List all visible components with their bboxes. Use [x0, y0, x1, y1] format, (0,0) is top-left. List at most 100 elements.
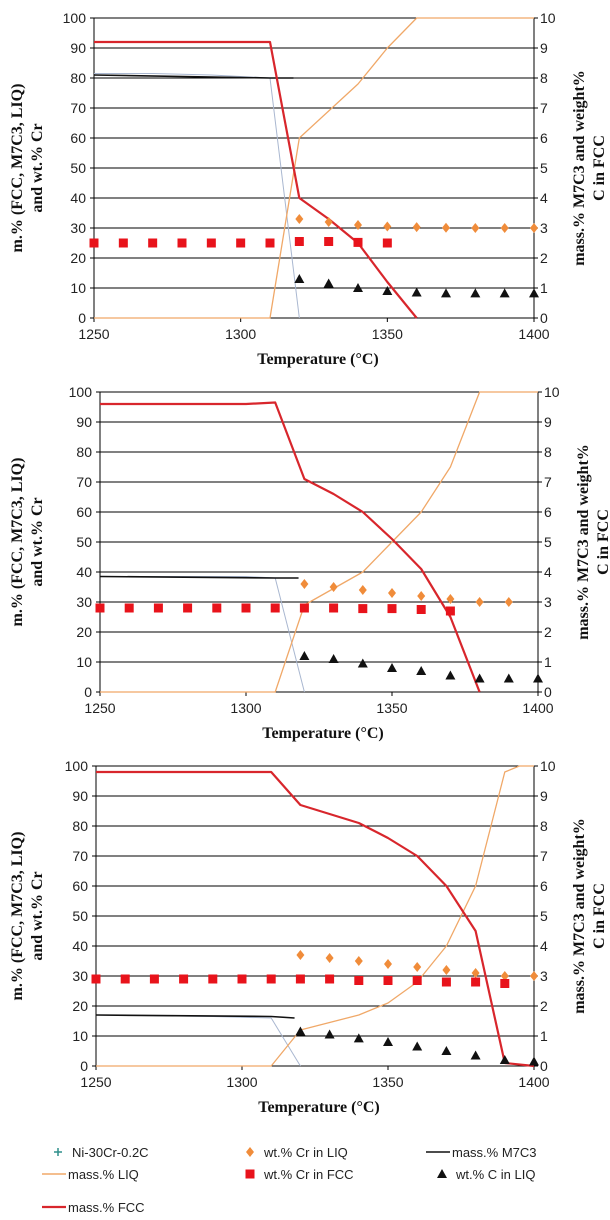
x-tick-label: 1350 — [372, 326, 403, 342]
y-tick-label: 20 — [72, 998, 88, 1014]
y2-tick-label: 2 — [540, 998, 548, 1014]
y-tick-label: 10 — [76, 654, 92, 670]
y-tick-label: 100 — [69, 384, 93, 400]
x-tick-label: 1300 — [226, 1074, 257, 1090]
data-point — [183, 603, 193, 613]
y2-axis-label-line: C in FCC — [591, 135, 608, 201]
data-point — [148, 238, 158, 248]
data-point — [212, 603, 222, 613]
y2-tick-label: 0 — [540, 310, 548, 326]
data-point — [530, 971, 538, 981]
data-point — [500, 223, 509, 233]
data-point — [441, 977, 451, 987]
legend: Ni-30Cr-0.2C wt.% Cr in LIQ mass.% M7C3 mas… — [42, 1145, 537, 1215]
data-point — [299, 651, 310, 660]
legend-label: wt.% C in LIQ — [455, 1167, 535, 1182]
legend-item: mass.% LIQ — [42, 1167, 139, 1182]
series-line — [95, 1014, 295, 1019]
x-axis-label: Temperature (°C) — [262, 725, 383, 742]
data-point — [118, 238, 128, 248]
data-point — [324, 237, 334, 246]
y2-tick-label: 8 — [540, 70, 548, 86]
data-point — [499, 1055, 510, 1064]
y2-tick-label: 1 — [540, 280, 548, 296]
y-axis-label-line: and wt.% Cr — [29, 123, 46, 212]
y-tick-label: 80 — [72, 818, 88, 834]
legend-item: mass.% M7C3 — [426, 1145, 537, 1160]
x-tick-label: 1300 — [230, 700, 261, 716]
y2-tick-label: 6 — [540, 878, 548, 894]
legend-marker — [246, 1147, 254, 1157]
data-point — [474, 673, 485, 683]
y2-tick-label: 5 — [540, 908, 548, 924]
data-point — [470, 1050, 481, 1060]
y-tick-label: 50 — [76, 534, 92, 550]
data-point — [533, 673, 543, 683]
data-point — [441, 288, 451, 298]
data-point — [416, 605, 426, 614]
data-point — [295, 214, 304, 224]
data-point — [237, 974, 247, 984]
data-point — [208, 974, 218, 984]
y-tick-label: 40 — [70, 190, 86, 206]
series-line — [94, 17, 534, 319]
data-point — [325, 953, 334, 963]
y-tick-label: 10 — [70, 280, 86, 296]
data-point — [412, 222, 421, 233]
legend-item: wt.% Cr in LIQ — [246, 1145, 348, 1160]
y-tick-label: 60 — [76, 504, 92, 520]
data-point — [471, 223, 480, 233]
data-point — [354, 220, 362, 230]
data-point — [500, 971, 509, 981]
data-point — [89, 238, 99, 248]
data-point — [353, 283, 363, 292]
data-point — [95, 603, 105, 613]
data-point — [470, 288, 481, 298]
data-point — [412, 976, 422, 985]
data-point — [153, 603, 163, 613]
data-point — [412, 1041, 423, 1051]
data-point — [323, 278, 334, 288]
data-point — [324, 217, 333, 227]
legend-label: wt.% Cr in LIQ — [263, 1145, 348, 1160]
y2-tick-label: 9 — [544, 414, 552, 430]
data-point — [325, 974, 335, 984]
series-line — [95, 1014, 301, 1067]
series-line — [100, 576, 305, 693]
y-tick-label: 0 — [78, 310, 86, 326]
y-axis-label-line: and wt.% Cr — [29, 871, 46, 960]
y-axis-label: m.% (FCC, M7C3, LIQ) and wt.% Cr — [9, 84, 46, 253]
data-point — [206, 238, 216, 248]
data-point — [295, 974, 305, 984]
data-point — [329, 603, 339, 613]
data-point — [442, 222, 450, 233]
y2-tick-label: 10 — [540, 10, 556, 26]
x-tick-label: 1400 — [522, 700, 553, 716]
data-point — [387, 604, 397, 614]
y-axis-label-line: m.% (FCC, M7C3, LIQ) — [9, 458, 26, 627]
y2-tick-label: 7 — [540, 100, 548, 116]
y-axis-label: m.% (FCC, M7C3, LIQ) and wt.% Cr — [9, 832, 46, 1001]
y2-tick-label: 6 — [540, 130, 548, 146]
legend-label: mass.% FCC — [68, 1200, 145, 1215]
data-point — [417, 591, 426, 601]
legend-marker — [437, 1169, 447, 1178]
y-tick-label: 70 — [72, 848, 88, 864]
data-point — [324, 1029, 335, 1039]
y-tick-label: 80 — [70, 70, 86, 86]
legend-item: wt.% C in LIQ — [437, 1167, 535, 1182]
y2-tick-label: 9 — [540, 788, 548, 804]
y-tick-label: 60 — [72, 878, 88, 894]
data-point — [120, 974, 130, 984]
data-point — [471, 977, 481, 987]
data-point — [446, 594, 455, 604]
y2-tick-label: 2 — [544, 624, 552, 640]
y-tick-label: 80 — [76, 444, 92, 460]
data-point — [357, 658, 368, 668]
data-point — [358, 604, 368, 614]
data-point — [91, 974, 101, 984]
data-point — [270, 603, 280, 613]
y-axis-label-line: m.% (FCC, M7C3, LIQ) — [9, 832, 26, 1001]
legend-label: mass.% LIQ — [68, 1167, 139, 1182]
data-point — [236, 238, 246, 248]
